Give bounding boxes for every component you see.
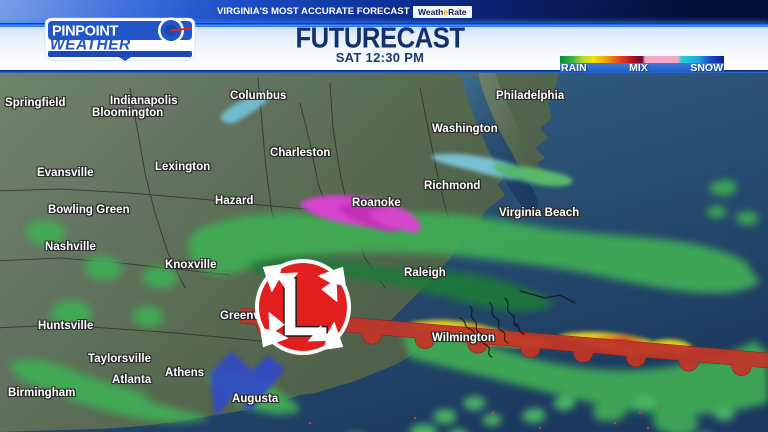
svg-text:WEATHER: WEATHER <box>50 37 131 54</box>
